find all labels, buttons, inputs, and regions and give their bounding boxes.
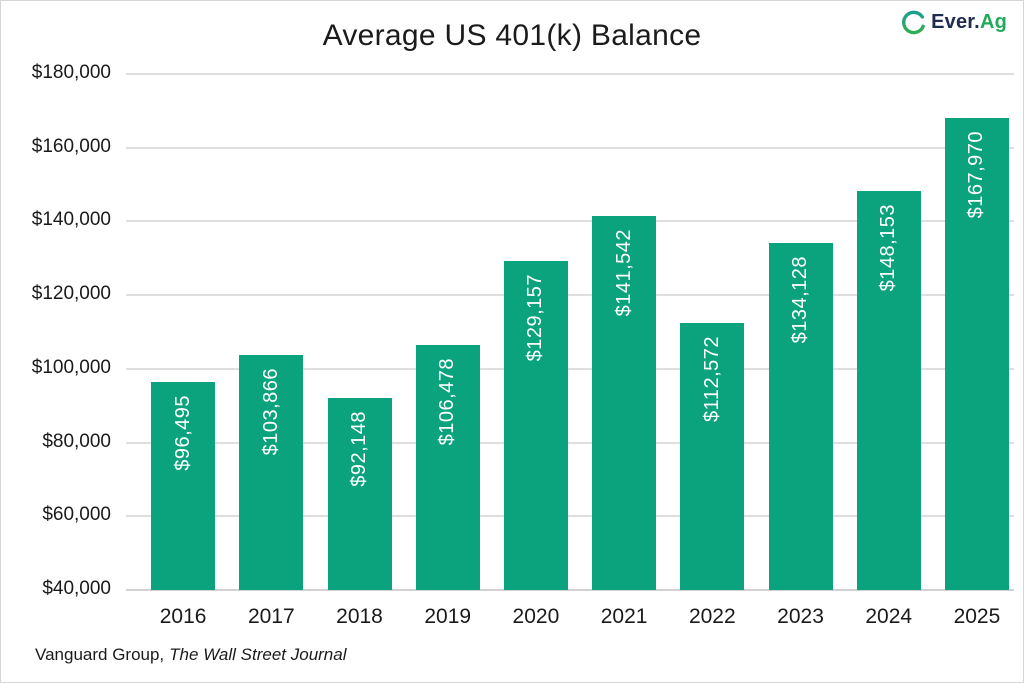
bar-column: $112,572 bbox=[668, 74, 756, 590]
ever-ag-e-icon bbox=[902, 10, 925, 35]
y-tick-label: $80,000 bbox=[42, 430, 111, 452]
bar-value-label: $141,542 bbox=[612, 228, 635, 317]
bar-column: $148,153 bbox=[845, 74, 933, 590]
bar-value-label: $148,153 bbox=[877, 204, 900, 292]
chart-title: Average US 401(k) Balance bbox=[322, 19, 702, 52]
bar-column: $129,157 bbox=[492, 74, 580, 590]
bar-value-label-wrap: $106,478 bbox=[416, 358, 480, 445]
logo-text: Ever.Ag bbox=[931, 11, 1007, 34]
bar-value-label: $106,478 bbox=[436, 358, 459, 446]
bar-value-label: $167,970 bbox=[965, 131, 988, 219]
bar-column: $134,128 bbox=[756, 74, 844, 590]
bar-2024: $148,153 bbox=[856, 191, 921, 590]
bar-value-label-wrap: $92,148 bbox=[328, 411, 392, 487]
bar-2019: $106,478 bbox=[415, 345, 480, 590]
source-attribution: Vanguard Group, The Wall Street Journal bbox=[35, 645, 347, 665]
y-tick-label: $40,000 bbox=[42, 578, 111, 599]
bar-value-label: $92,148 bbox=[348, 410, 370, 487]
source-italic: The Wall Street Journal bbox=[169, 645, 347, 664]
gridlines bbox=[126, 73, 1014, 591]
x-tick-label-2022: 2022 bbox=[688, 605, 736, 628]
logo-text-ever: Ever. bbox=[931, 11, 980, 33]
bar-value-label-wrap: $112,572 bbox=[680, 336, 744, 422]
gridline bbox=[126, 220, 1014, 223]
y-tick-label: $100,000 bbox=[31, 356, 111, 378]
bar-2017: $103,866 bbox=[239, 354, 304, 590]
bar-2023: $134,128 bbox=[768, 243, 833, 590]
x-tick-label-2024: 2024 bbox=[865, 605, 913, 628]
plot-area bbox=[126, 73, 1014, 591]
x-tick-label-2017: 2017 bbox=[247, 605, 295, 628]
x-tick-label-2023: 2023 bbox=[777, 605, 824, 628]
gridline bbox=[126, 367, 1014, 370]
bar-value-label-wrap: $141,542 bbox=[592, 229, 656, 316]
x-tick-label-2025: 2025 bbox=[953, 605, 1001, 628]
gridline bbox=[126, 515, 1014, 518]
bar-value-label: $103,866 bbox=[259, 367, 282, 456]
bar-2021: $141,542 bbox=[592, 215, 657, 590]
x-tick-label-2020: 2020 bbox=[512, 605, 560, 628]
y-tick-label: $60,000 bbox=[42, 504, 111, 526]
bar-column: $103,866 bbox=[227, 74, 315, 590]
x-tick-label-2021: 2021 bbox=[600, 605, 648, 628]
ever-ag-logo: Ever.Ag bbox=[900, 9, 1007, 36]
gridline bbox=[126, 294, 1014, 297]
bar-column: $96,495 bbox=[139, 74, 227, 590]
bar-column: $106,478 bbox=[404, 74, 492, 590]
x-axis-labels: 2016 2017 2018 2019 2020 2021 2022 2023 2024 2025 bbox=[139, 605, 1021, 629]
bar-value-label-wrap: $167,970 bbox=[945, 131, 1009, 218]
bar-series: $96,495 $103,866 $92,148 $106,478 $129,157 $1… bbox=[139, 74, 1021, 590]
bar-value-label-wrap: $129,157 bbox=[504, 274, 568, 361]
gridline bbox=[126, 73, 1014, 75]
bar-value-label-wrap: $96,495 bbox=[151, 395, 215, 471]
source-regular: Vanguard Group, bbox=[35, 645, 165, 664]
x-axis-baseline bbox=[126, 589, 1014, 591]
bar-2025: $167,970 bbox=[944, 118, 1009, 590]
bar-column: $92,148 bbox=[315, 74, 403, 590]
bar-2022: $112,572 bbox=[680, 322, 745, 590]
y-tick-label: $120,000 bbox=[31, 283, 111, 305]
y-axis-labels: $40,000 $60,000 $80,000 $100,000 $120,000 $14… bbox=[1, 62, 111, 599]
bar-value-label: $112,572 bbox=[700, 335, 723, 422]
y-tick-label: $180,000 bbox=[31, 62, 111, 83]
bar-value-label: $134,128 bbox=[789, 256, 812, 344]
bar-2018: $92,148 bbox=[327, 397, 392, 590]
bar-value-label-wrap: $134,128 bbox=[769, 256, 833, 343]
bar-column: $141,542 bbox=[580, 74, 668, 590]
bar-value-label-wrap: $103,866 bbox=[239, 368, 303, 455]
bar-value-label: $129,157 bbox=[524, 274, 547, 362]
logo-text-ag: Ag bbox=[979, 11, 1007, 33]
y-tick-label: $140,000 bbox=[31, 209, 111, 231]
y-tick-label: $160,000 bbox=[31, 135, 111, 157]
x-tick-label-2019: 2019 bbox=[424, 605, 472, 628]
x-tick-label-2016: 2016 bbox=[159, 605, 207, 628]
bar-2020: $129,157 bbox=[503, 261, 568, 590]
x-tick-label-2018: 2018 bbox=[336, 605, 383, 628]
bar-column: $167,970 bbox=[933, 74, 1021, 590]
gridline bbox=[126, 146, 1014, 149]
bar-2016: $96,495 bbox=[151, 381, 216, 590]
bar-value-label-wrap: $148,153 bbox=[857, 204, 921, 291]
gridline bbox=[126, 441, 1014, 444]
bar-value-label: $96,495 bbox=[171, 394, 194, 471]
